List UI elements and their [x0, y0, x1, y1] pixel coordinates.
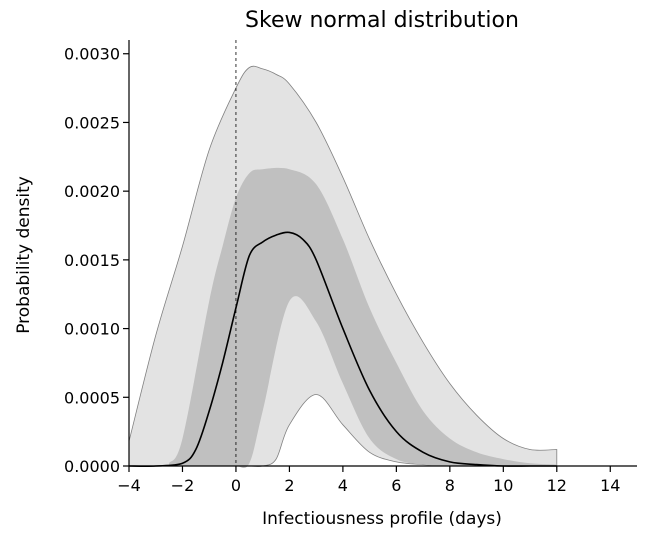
x-axis-label: Infectiousness profile (days) [262, 509, 502, 529]
y-tick-label: 0.0020 [64, 182, 120, 201]
median-line [128, 231, 557, 468]
plot-area [128, 65, 558, 469]
x-tick-label: 12 [547, 476, 567, 495]
x-tick-label: 8 [445, 476, 455, 495]
chart-title: Skew normal distribution [245, 8, 519, 33]
x-ticks: −4 −2 0 2 4 6 8 10 12 14 [117, 466, 620, 495]
x-tick-label: 4 [338, 476, 348, 495]
y-tick-label: 0.0010 [64, 320, 120, 339]
x-tick-label: 10 [493, 476, 513, 495]
y-tick-label: 0.0005 [64, 388, 120, 407]
y-tick-label: 0.0025 [64, 113, 120, 132]
y-axis-label: Probability density [14, 176, 34, 334]
y-tick-label: 0.0030 [64, 45, 120, 64]
y-ticks: 0.0000 0.0005 0.0010 0.0015 0.0020 0.0025 0.00… [64, 45, 129, 476]
x-tick-label: 6 [391, 476, 401, 495]
x-tick-label: 2 [284, 476, 294, 495]
y-tick-label: 0.0015 [64, 251, 120, 270]
inner-band-area [169, 167, 557, 469]
x-tick-label: −4 [117, 476, 141, 495]
y-tick-label: 0.0000 [64, 457, 120, 476]
x-tick-label: 14 [600, 476, 620, 495]
x-tick-label: 0 [231, 476, 241, 495]
x-tick-label: −2 [171, 476, 195, 495]
